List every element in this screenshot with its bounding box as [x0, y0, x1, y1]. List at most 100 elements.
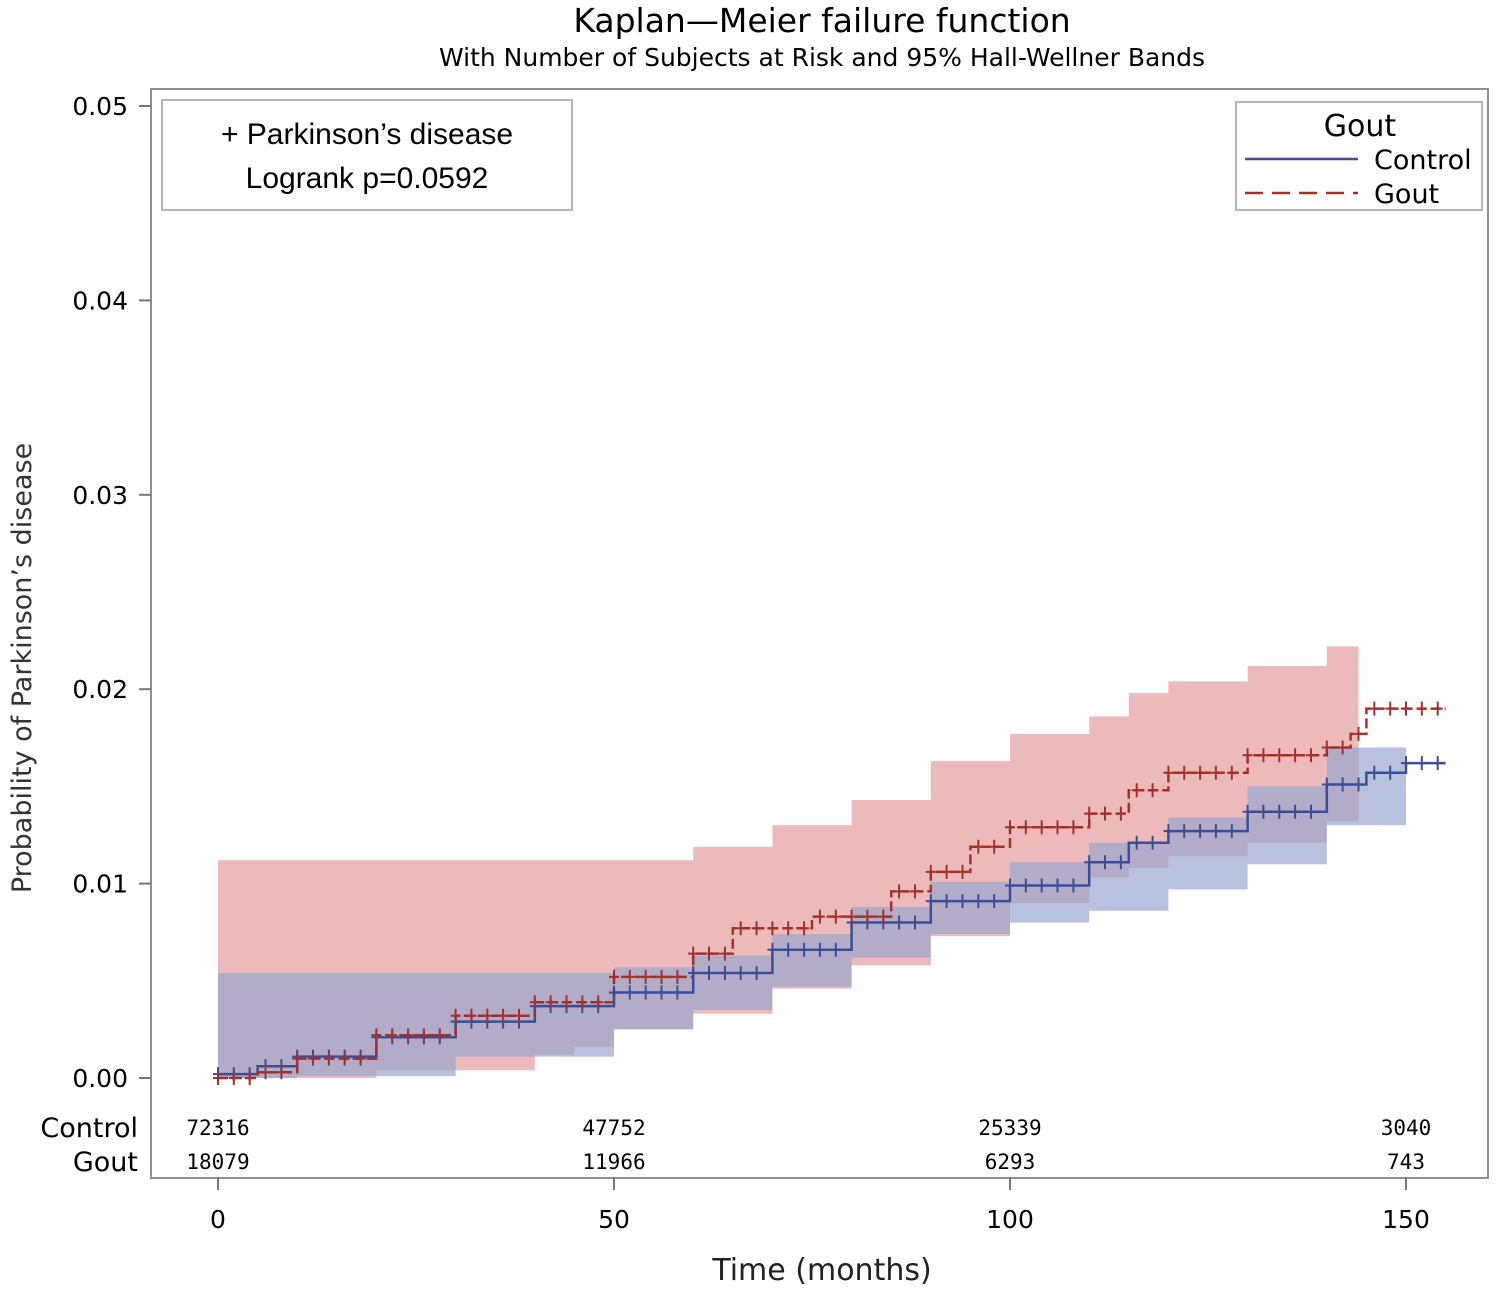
censor-mark-control [656, 985, 667, 1000]
censor-mark-control [1321, 777, 1332, 792]
censor-mark-gout [640, 969, 651, 984]
censor-mark-control [1005, 878, 1015, 893]
censor-mark-gout [1210, 765, 1221, 780]
censor-mark-control [1290, 804, 1301, 819]
censor-mark-control [1258, 804, 1269, 819]
censor-mark-gout [846, 909, 857, 924]
censor-mark-control [1242, 804, 1253, 819]
censor-mark-control [957, 894, 968, 909]
censor-mark-gout [418, 1028, 429, 1043]
censor-mark-control [1179, 824, 1190, 839]
censor-mark-gout [1020, 820, 1031, 835]
censor-mark-control [1147, 835, 1158, 850]
censor-mark-control [1274, 804, 1285, 819]
censor-mark-gout [450, 1008, 461, 1023]
censor-mark-gout [1337, 740, 1348, 755]
censor-mark-gout [561, 995, 572, 1010]
censor-mark-control [1385, 765, 1396, 780]
censor-mark-control [1195, 824, 1206, 839]
censor-mark-gout [624, 969, 635, 984]
censor-mark-control [688, 966, 699, 980]
censor-group-gout [213, 701, 1443, 1085]
risk-label-control: Control [40, 1113, 138, 1144]
censor-mark-gout [403, 1028, 414, 1043]
censor-mark-gout [894, 884, 905, 899]
censor-mark-control [989, 894, 1000, 909]
y-tick-label: 0.04 [72, 286, 128, 315]
censor-mark-control [1306, 804, 1316, 819]
risk-value-gout: 6293 [985, 1150, 1036, 1174]
censor-mark-control [1432, 756, 1443, 771]
band-control [218, 720, 1406, 1078]
censor-mark-control [1100, 855, 1110, 870]
censor-mark-gout [735, 921, 746, 936]
legend-control-label: Control [1374, 145, 1472, 176]
censor-mark-gout [751, 921, 762, 936]
legend-title: Gout [1324, 109, 1397, 144]
censor-mark-gout [1416, 701, 1427, 716]
censor-mark-control [719, 966, 730, 980]
y-tick-label: 0.03 [72, 481, 128, 510]
censor-mark-gout [292, 1051, 303, 1066]
censor-mark-gout [989, 839, 1000, 854]
confidence-bands [218, 617, 1406, 1078]
censor-mark-gout [276, 1065, 287, 1080]
annotation-line-1: + Parkinson’s disease [221, 118, 513, 151]
risk-value-gout: 18079 [186, 1150, 249, 1174]
censor-mark-gout [1147, 783, 1158, 798]
censor-mark-gout [799, 921, 810, 936]
censor-mark-gout [1163, 765, 1174, 780]
censor-mark-gout [1321, 740, 1332, 755]
y-tick-label: 0.01 [72, 870, 128, 899]
censor-mark-gout [339, 1051, 350, 1066]
x-tick-label: 100 [986, 1205, 1034, 1234]
censor-marks [213, 701, 1443, 1085]
censor-mark-control [1369, 765, 1380, 780]
censor-mark-gout [1258, 748, 1269, 763]
band-gout [218, 617, 1359, 1078]
censor-mark-gout [1036, 820, 1047, 835]
censor-mark-gout [957, 864, 968, 879]
censor-mark-gout [1084, 806, 1095, 821]
y-tick-label: 0.02 [72, 675, 128, 704]
censor-mark-control [1068, 878, 1079, 893]
censor-mark-control [1052, 878, 1063, 893]
censor-mark-gout [1195, 765, 1206, 780]
censor-mark-gout [577, 995, 588, 1010]
censor-mark-gout [609, 969, 619, 984]
risk-value-control: 47752 [582, 1116, 645, 1140]
axes: 0.00 0.01 0.02 0.03 0.04 0.05 0 50 100 150 [72, 92, 1430, 1234]
censor-mark-control [672, 985, 683, 1000]
censor-mark-control [1226, 824, 1237, 839]
annotation-line-2: Logrank p=0.0592 [246, 162, 489, 195]
censor-mark-control [799, 942, 810, 957]
censor-mark-gout [1369, 701, 1380, 716]
censor-mark-gout [1052, 820, 1063, 835]
censor-mark-gout [498, 1008, 509, 1023]
censor-mark-gout [767, 921, 778, 936]
censor-mark-gout [1306, 748, 1316, 763]
chart-title: Kaplan—Meier failure function [573, 1, 1070, 40]
censor-mark-control [1036, 878, 1047, 893]
x-tick-label: 50 [598, 1205, 630, 1234]
censor-mark-gout [1432, 701, 1443, 716]
censor-mark-control [767, 942, 778, 957]
censor-mark-control [735, 966, 746, 980]
censor-mark-control [1416, 756, 1427, 771]
censor-mark-gout [1100, 806, 1110, 821]
censor-mark-control [1131, 835, 1142, 850]
censor-mark-gout [228, 1071, 239, 1085]
censor-mark-gout [1115, 806, 1126, 821]
censor-mark-gout [244, 1071, 255, 1085]
censor-mark-control [1353, 777, 1364, 792]
censor-mark-gout [1242, 748, 1253, 763]
at-risk-table: Control Gout 72316 47752 25339 3040 18079 119… [40, 1113, 1431, 1178]
censor-mark-gout [814, 909, 825, 924]
censor-mark-gout [973, 839, 984, 854]
censor-mark-control [1115, 855, 1126, 870]
censor-mark-gout [1274, 748, 1285, 763]
x-tick-label: 150 [1382, 1205, 1430, 1234]
censor-mark-gout [719, 946, 730, 961]
y-tick-label: 0.05 [72, 92, 128, 121]
